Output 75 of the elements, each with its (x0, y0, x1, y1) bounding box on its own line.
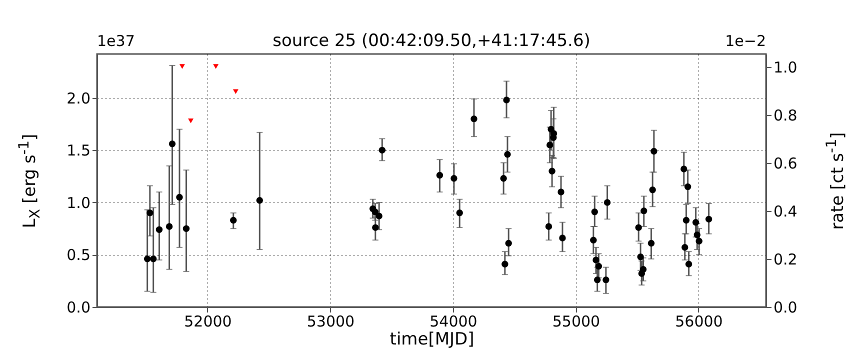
point (696, 238, 702, 244)
point (230, 216, 237, 224)
point (692, 218, 700, 226)
point (648, 240, 655, 247)
point (635, 224, 642, 231)
y-tick-label: 2.0 (66, 89, 90, 108)
y2-tick-label: 0.8 (774, 106, 798, 124)
point (685, 260, 692, 268)
point (503, 96, 510, 104)
y2-tick-label: 0.0 (774, 298, 798, 316)
x-tick-label: 54000 (430, 312, 478, 330)
y-tick-label: 0.0 (66, 298, 90, 316)
text: 1e37 (97, 32, 135, 50)
y-tick-label: 0.5 (66, 246, 90, 264)
point (649, 186, 656, 194)
point (500, 175, 507, 182)
y-tick-label: 1.0 (66, 194, 90, 212)
point (546, 142, 554, 148)
point (504, 151, 511, 158)
point (436, 172, 444, 179)
point (176, 194, 183, 201)
point (179, 64, 185, 69)
point (166, 223, 173, 230)
chart-title: source 25 (00:42:09.50,+41:17:45.6) (272, 31, 590, 51)
point (682, 244, 688, 251)
point (144, 256, 151, 262)
point (146, 210, 154, 216)
point (548, 168, 556, 174)
point (378, 146, 386, 154)
point (456, 210, 463, 216)
point (550, 134, 557, 141)
point (640, 207, 648, 214)
y2-tick-label: 0.6 (774, 154, 798, 172)
y2-tick-label: 0.4 (774, 202, 798, 220)
point (559, 234, 566, 242)
point (604, 199, 611, 206)
point (682, 216, 690, 224)
point (594, 276, 601, 284)
point (256, 197, 263, 204)
point (650, 148, 658, 155)
x-tick-label: 53000 (306, 312, 355, 330)
y2-tick-label: 1.0 (774, 58, 798, 76)
point (156, 226, 163, 233)
x-tick-label: 55000 (552, 312, 600, 330)
point (213, 64, 219, 69)
point (150, 256, 157, 262)
x-tick-label: 56000 (675, 312, 723, 330)
point (372, 224, 379, 231)
point (502, 260, 508, 268)
point (595, 262, 602, 270)
y2-tick-label: 0.2 (774, 250, 798, 268)
point (372, 208, 379, 216)
point (182, 225, 190, 232)
point (592, 256, 600, 264)
point (705, 216, 712, 223)
point (558, 188, 564, 196)
point (640, 266, 647, 273)
y-tick-label: 1.5 (66, 142, 90, 160)
point (591, 208, 598, 216)
point (450, 175, 458, 182)
point (602, 276, 610, 284)
point (590, 236, 597, 244)
point (376, 212, 382, 220)
text: 1e−2 (725, 32, 766, 50)
point (505, 240, 512, 247)
point (684, 183, 692, 190)
point (694, 232, 700, 238)
point (680, 166, 688, 172)
point (637, 253, 644, 260)
point (545, 223, 552, 230)
x-axis-title: time[MJD] (390, 330, 474, 350)
point (188, 118, 194, 124)
x-tick-label: 52000 (184, 312, 232, 330)
point (470, 115, 478, 122)
point (168, 140, 176, 148)
